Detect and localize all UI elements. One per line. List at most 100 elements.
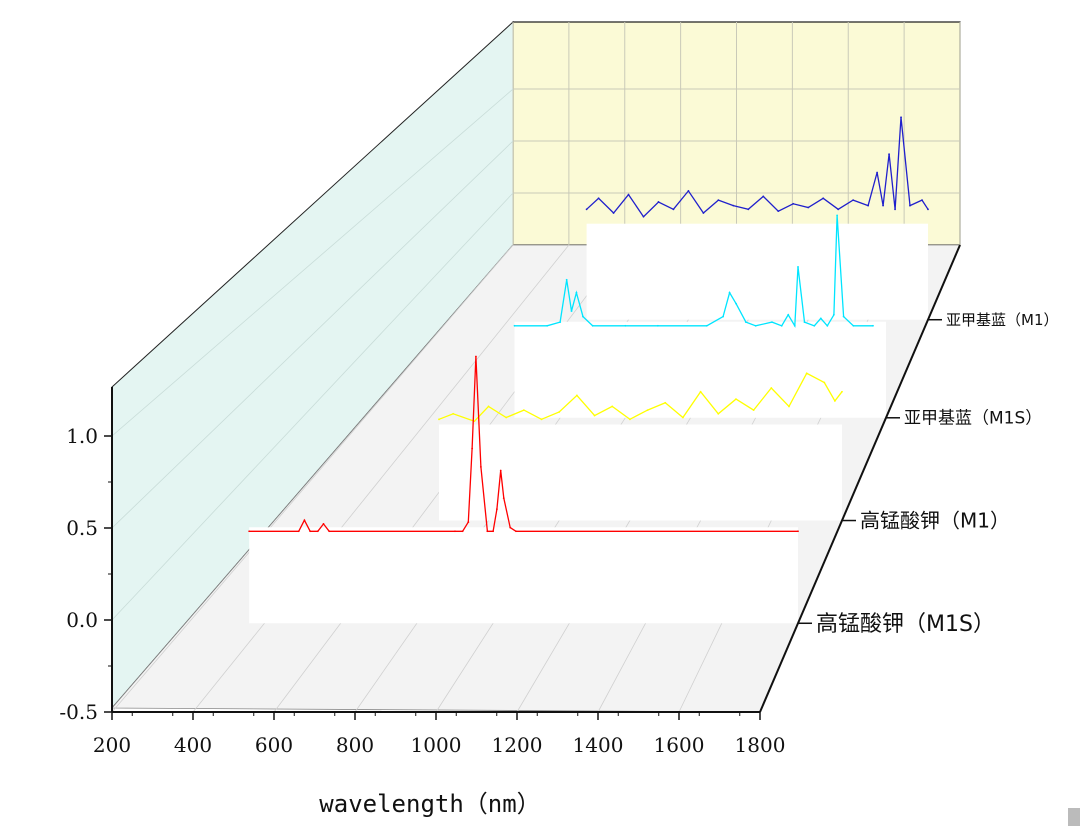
series-point	[646, 409, 649, 412]
series-point	[559, 321, 562, 324]
x-tick-label: 600	[255, 733, 293, 757]
series-point	[876, 171, 878, 174]
series-point	[826, 324, 829, 327]
series-plane	[438, 372, 843, 521]
plane-panel	[439, 424, 842, 521]
series-label: 亚甲基蓝（M1S）	[904, 409, 1042, 429]
series-point	[813, 324, 816, 327]
series-point	[722, 315, 724, 318]
series-point	[672, 208, 675, 211]
series-point	[894, 208, 896, 211]
series-plane	[513, 214, 886, 418]
series-point	[882, 204, 884, 207]
series-point	[479, 465, 482, 468]
series-planes	[248, 116, 929, 624]
side-grid-line	[111, 88, 514, 437]
series-point	[522, 409, 525, 412]
chart-axes: 200 400 600 800 1000 1200 1400 1600 1800 -0.5 0.0 0…	[59, 244, 1059, 757]
x-tick-label: 1600	[654, 733, 705, 757]
series-point	[322, 523, 325, 525]
series-plane	[585, 116, 929, 320]
z-tick-label: 1.0	[66, 424, 98, 448]
series-point	[558, 411, 561, 413]
x-tick-label: 800	[336, 733, 374, 757]
series-point	[807, 206, 810, 209]
series-point	[486, 530, 489, 533]
z-tick-label: 0.0	[66, 608, 98, 632]
series-point	[752, 409, 755, 412]
series-point	[461, 530, 464, 533]
series-point	[575, 394, 578, 397]
series-point	[797, 266, 799, 268]
series-point	[797, 530, 799, 533]
plane-panel	[514, 321, 886, 418]
series-point	[593, 414, 596, 417]
series-point	[309, 530, 312, 533]
series-point	[728, 291, 731, 294]
series-point	[921, 199, 923, 202]
series-point	[471, 447, 474, 450]
series-point	[575, 291, 578, 294]
series-point	[597, 197, 600, 200]
series-point	[591, 324, 594, 327]
side-grid-line	[111, 140, 514, 529]
series-point	[762, 195, 765, 198]
x-tick-label: 1400	[573, 733, 624, 757]
series-point	[754, 324, 757, 327]
series-point	[717, 412, 720, 415]
series-point	[565, 278, 568, 281]
series-point	[570, 310, 573, 312]
series-point	[867, 204, 870, 207]
series-point	[499, 469, 502, 472]
series-point	[515, 530, 517, 533]
corner-mark	[1068, 808, 1080, 826]
series-point	[900, 116, 902, 119]
series-plane	[248, 355, 799, 624]
series-point	[872, 324, 874, 327]
series-point	[505, 416, 508, 419]
floor-grid-line	[192, 244, 570, 713]
z-tick-label: 0.5	[66, 516, 98, 540]
x-tick-label: 400	[174, 733, 212, 757]
series-point	[793, 324, 796, 327]
series-point	[842, 315, 845, 318]
series-point	[787, 313, 790, 316]
series-point	[502, 497, 505, 500]
series-label: 亚甲基蓝（M1）	[946, 311, 1059, 329]
series-point	[705, 324, 708, 327]
series-point	[852, 324, 855, 327]
series-point	[832, 313, 835, 316]
series-point	[687, 190, 690, 192]
series-point	[732, 204, 735, 207]
series-point	[836, 214, 839, 217]
series-point	[487, 405, 490, 408]
series-point	[452, 412, 455, 415]
series-point	[780, 324, 783, 327]
series-point	[682, 416, 684, 419]
series-point	[927, 208, 929, 211]
series-point	[303, 519, 306, 522]
plane-panel	[586, 223, 928, 320]
series-point	[792, 202, 795, 205]
series-point	[492, 530, 494, 533]
series-point	[454, 530, 456, 533]
series-line	[514, 215, 873, 328]
series-point	[496, 508, 498, 511]
series-point	[627, 193, 630, 196]
series-point	[788, 405, 790, 408]
depth-axis-line	[759, 244, 961, 713]
series-point	[852, 199, 855, 202]
chart-labels: wavelength（nm）	[319, 790, 540, 818]
series-point	[473, 420, 476, 423]
series-point	[823, 381, 826, 384]
series-point	[702, 212, 705, 214]
series-point	[735, 398, 737, 400]
x-tick-label: 200	[93, 733, 131, 757]
series-point	[438, 418, 440, 421]
series-point	[540, 418, 543, 421]
series-point	[699, 390, 702, 393]
series-point	[909, 204, 911, 207]
series-point	[248, 530, 251, 533]
series-point	[513, 324, 516, 327]
